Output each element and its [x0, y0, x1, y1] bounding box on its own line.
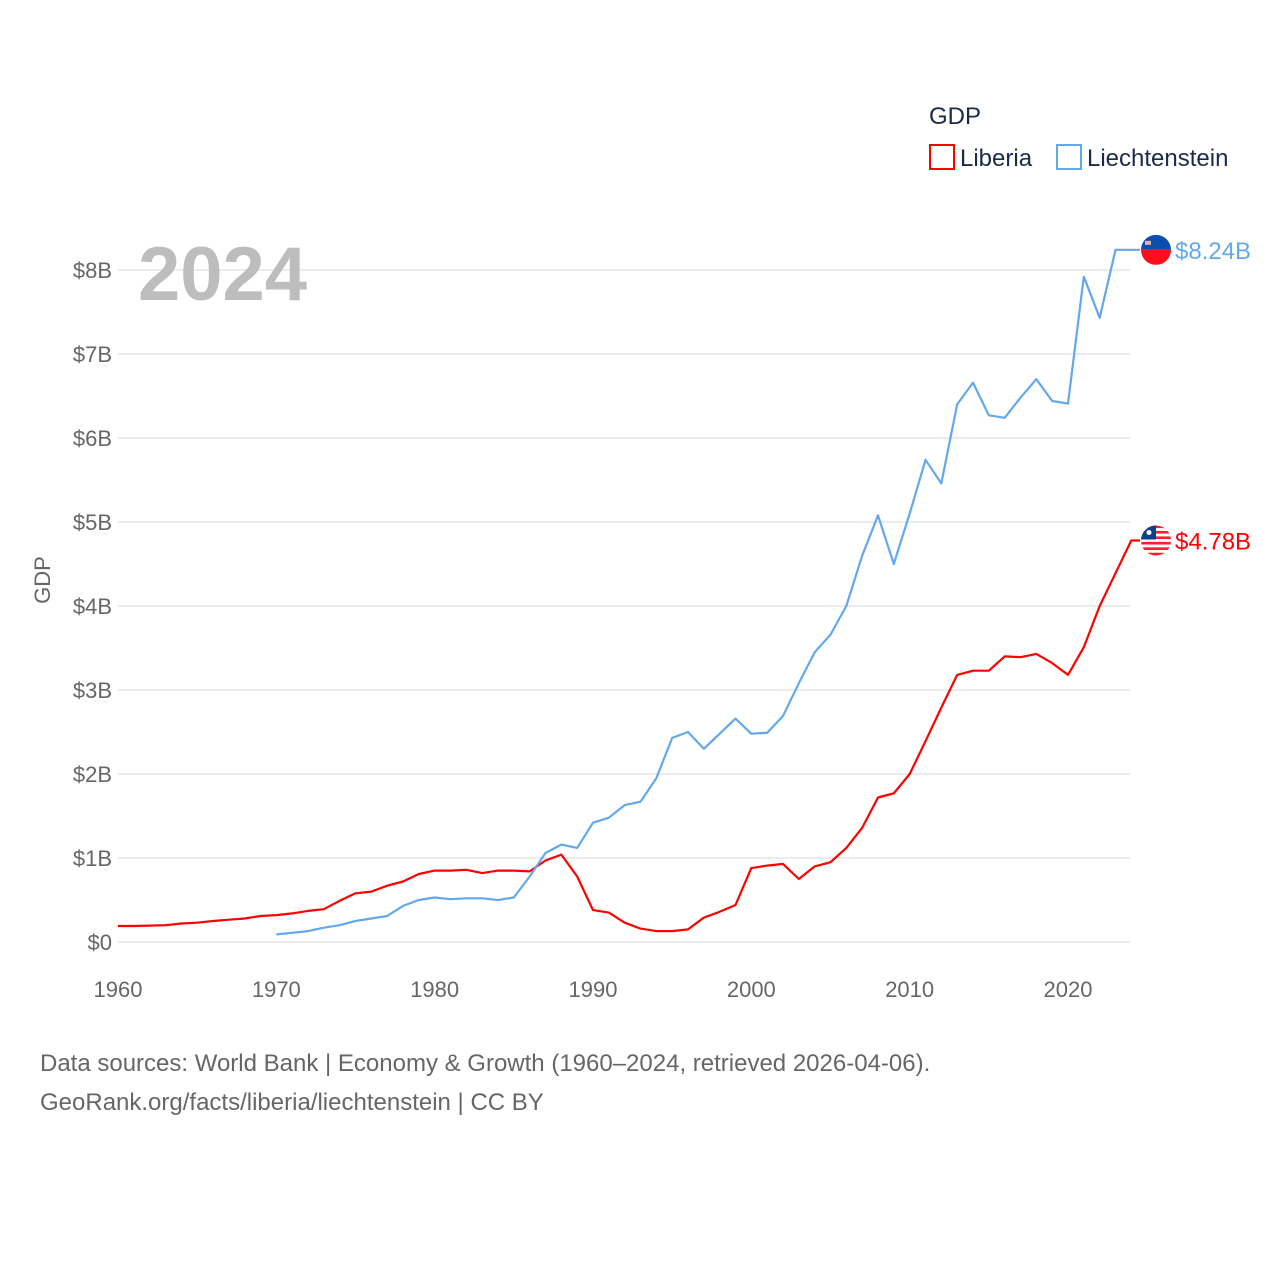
flag-blue — [1141, 234, 1171, 250]
flag-body — [1141, 234, 1171, 265]
legend-label-liechtenstein: Liechtenstein — [1087, 145, 1228, 172]
legend-label-liberia: Liberia — [960, 145, 1033, 172]
series-line-liechtenstein — [276, 248, 1140, 936]
legend-item-liberia[interactable]: Liberia — [929, 144, 1033, 172]
flag-red — [1141, 249, 1171, 265]
end-value-label-liberia: $4.78B — [1175, 528, 1251, 555]
x-tick-label: 2020 — [1044, 977, 1093, 1002]
end-value-label-liechtenstein: $8.24B — [1175, 238, 1251, 265]
y-tick-label: $4B — [73, 594, 112, 619]
legend-swatch-liechtenstein — [1056, 144, 1082, 170]
y-axis-label: GDP — [30, 556, 55, 604]
y-tick-label: $2B — [73, 762, 112, 787]
legend: GDP Liberia Liechtenstein — [929, 103, 1228, 172]
x-tick-label: 2010 — [885, 977, 934, 1002]
flag-stripe — [1141, 544, 1171, 548]
source-link[interactable]: GeoRank.org/facts/liberia/liechtenstein … — [40, 1089, 544, 1116]
x-axis-ticks: 1960 1970 1980 1990 2000 2010 2020 — [94, 977, 1093, 1002]
flag-stripe — [1141, 541, 1171, 545]
flag-stripe — [1141, 552, 1171, 556]
year-watermark: 2024 — [138, 232, 307, 317]
y-tick-label: $1B — [73, 846, 112, 871]
y-tick-label: $0 — [88, 930, 112, 955]
liechtenstein-flag-icon — [1141, 234, 1171, 265]
x-tick-label: 1980 — [410, 977, 459, 1002]
y-tick-label: $3B — [73, 678, 112, 703]
flag-crown — [1145, 240, 1151, 245]
y-tick-label: $7B — [73, 342, 112, 367]
legend-swatch-liberia — [929, 144, 955, 170]
series-line-liberia — [118, 539, 1140, 933]
flag-stripe — [1141, 539, 1171, 542]
source-line-1: Data sources: World Bank | Economy & Gro… — [40, 1050, 931, 1077]
end-labels: $4.78B $8.24B — [1141, 234, 1251, 556]
grid-lines — [118, 269, 1130, 943]
legend-item-liechtenstein[interactable]: Liechtenstein — [1056, 144, 1228, 172]
y-tick-label: $8B — [73, 258, 112, 283]
x-tick-label: 1990 — [569, 977, 618, 1002]
y-tick-label: $6B — [73, 426, 112, 451]
flag-stripe — [1141, 547, 1171, 551]
legend-title: GDP — [929, 103, 981, 130]
x-tick-label: 1960 — [94, 977, 143, 1002]
x-tick-label: 2000 — [727, 977, 776, 1002]
y-axis-ticks: $0 $1B $2B $3B $4B $5B $6B $7B $8B — [73, 258, 112, 955]
liberia-flag-icon — [1141, 525, 1171, 556]
x-tick-label: 1970 — [252, 977, 301, 1002]
flag-star — [1146, 529, 1152, 535]
source-note: Data sources: World Bank | Economy & Gro… — [40, 1044, 930, 1122]
flag-stripe — [1141, 550, 1171, 553]
series-lines — [118, 248, 1140, 936]
flag-body — [1141, 525, 1171, 556]
y-tick-label: $5B — [73, 510, 112, 535]
